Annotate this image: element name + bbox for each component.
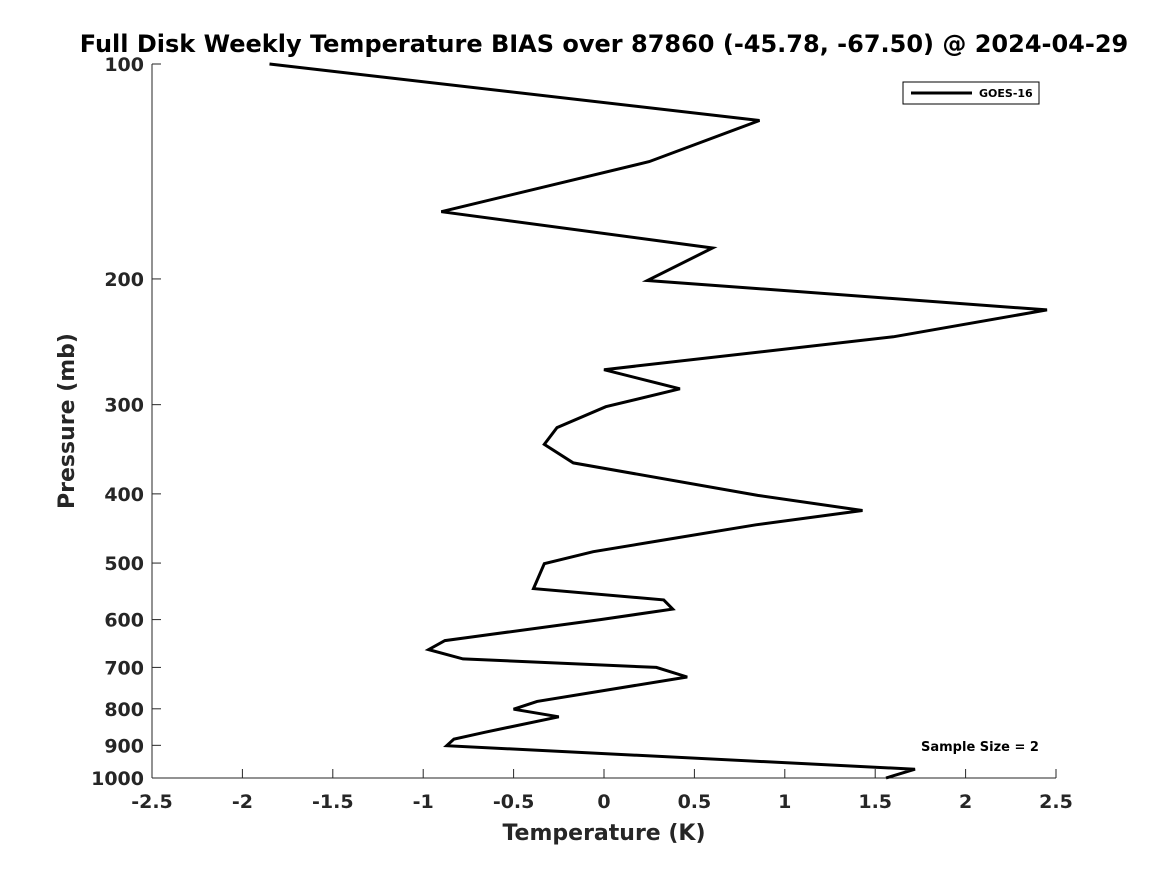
y-tick-label: 900 — [104, 735, 144, 757]
y-tick-label: 700 — [104, 657, 144, 679]
y-axis: 100 200 300 400 500 600 700 800 900 1000 — [91, 54, 161, 790]
y-tick-label: 200 — [104, 269, 144, 291]
x-tick-label: 0.5 — [678, 791, 712, 813]
y-tick-label: 1000 — [91, 768, 144, 790]
x-axis-label: Temperature (K) — [502, 821, 705, 846]
y-tick-label: 300 — [104, 395, 144, 417]
y-tick-label: 800 — [104, 699, 144, 721]
x-tick-label: 1 — [778, 791, 791, 813]
series-layer — [269, 62, 1048, 780]
x-tick-label: 2.5 — [1039, 791, 1073, 813]
x-tick-label: 2 — [959, 791, 972, 813]
x-tick-label: 1.5 — [858, 791, 892, 813]
legend: GOES-16 — [902, 81, 1040, 105]
x-tick-label: -1 — [413, 791, 434, 813]
y-tick-label: 400 — [104, 484, 144, 506]
x-tick-label: -2 — [232, 791, 253, 813]
chart-title: Full Disk Weekly Temperature BIAS over 8… — [80, 30, 1128, 58]
y-tick-label: 500 — [104, 553, 144, 575]
y-axis-label: Pressure (mb) — [55, 333, 80, 509]
legend-label: GOES-16 — [979, 87, 1033, 100]
y-tick-label: 100 — [104, 54, 144, 76]
x-axis: -2.5 -2 -1.5 -1 -0.5 0 0.5 1 1.5 2 2.5 — [131, 769, 1073, 813]
x-tick-label: -2.5 — [131, 791, 173, 813]
x-tick-label: -1.5 — [312, 791, 354, 813]
sample-size-annotation: Sample Size = 2 — [921, 740, 1039, 755]
x-tick-label: -0.5 — [493, 791, 535, 813]
x-tick-label: 0 — [597, 791, 610, 813]
y-tick-label: 600 — [104, 610, 144, 632]
